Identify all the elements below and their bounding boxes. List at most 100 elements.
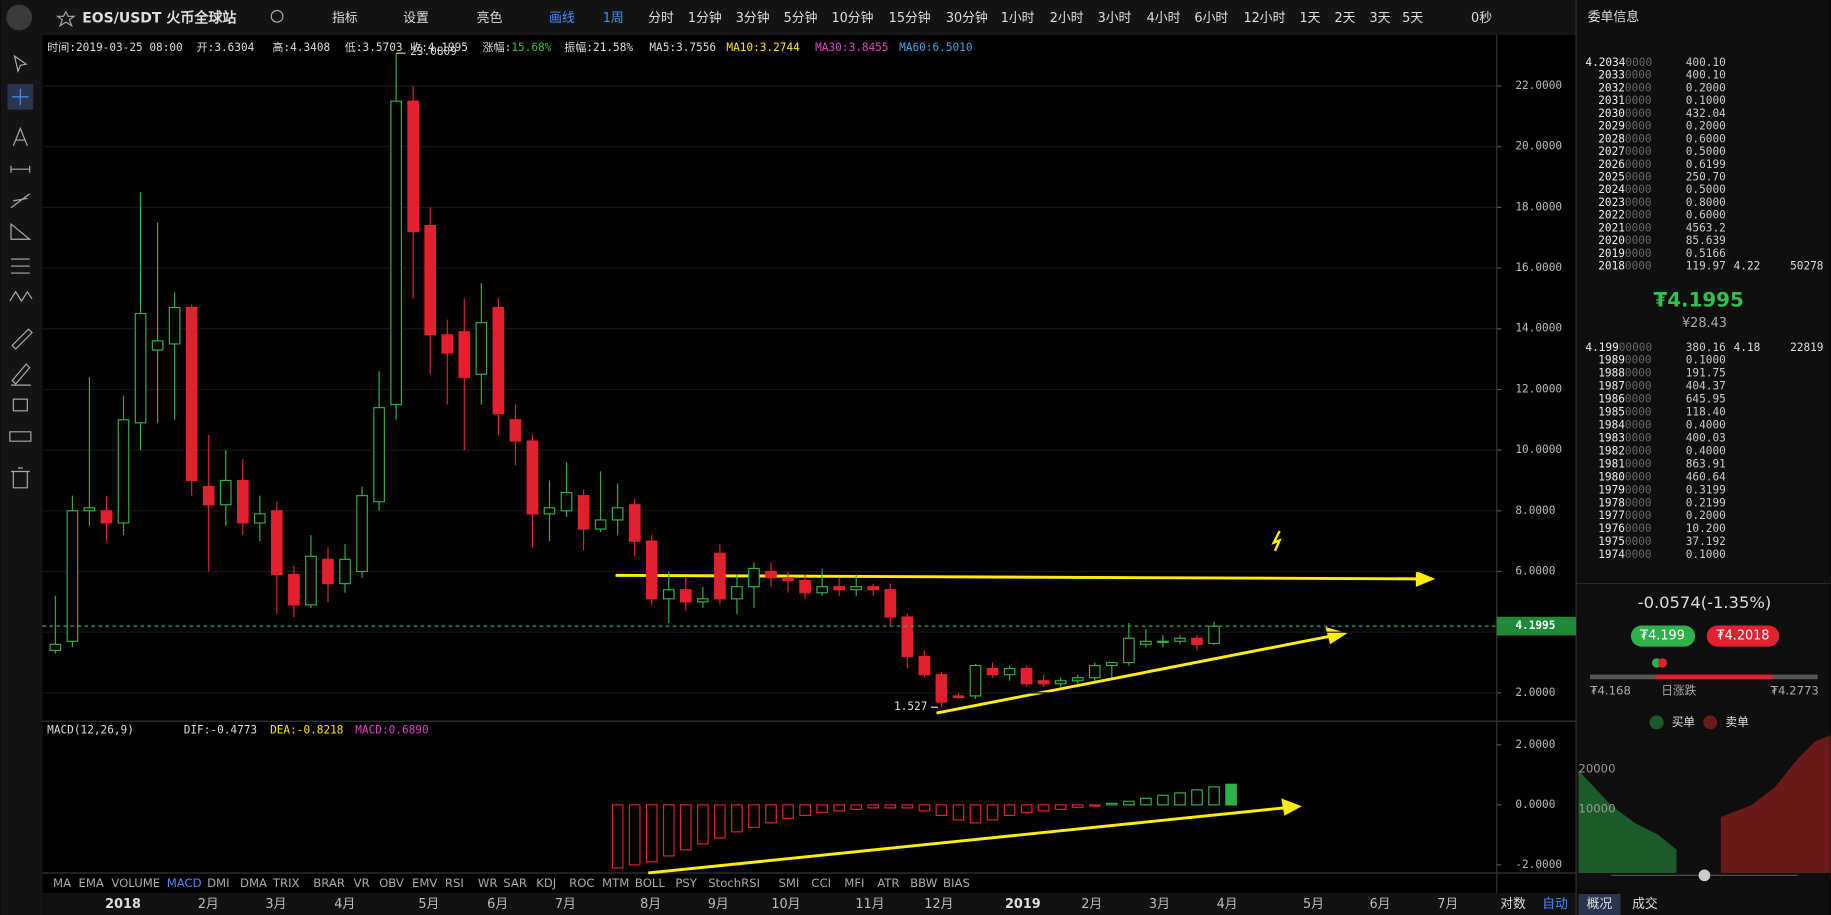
indicator-tab[interactable]: DMA xyxy=(240,876,267,890)
tab[interactable]: 成交 xyxy=(1632,896,1658,912)
indicator-tab[interactable]: EMA xyxy=(78,876,103,890)
search-icon[interactable] xyxy=(270,9,284,23)
period-button[interactable]: 分时 xyxy=(648,11,674,26)
scale-mode[interactable]: 对数 xyxy=(1500,897,1526,912)
indicator-tab[interactable]: ATR xyxy=(877,876,899,890)
fib-tool[interactable] xyxy=(10,222,32,240)
candle-body xyxy=(424,224,437,336)
period-button[interactable]: 4小时 xyxy=(1147,11,1181,26)
zoom-handle[interactable] xyxy=(1698,869,1711,882)
indicator-tab[interactable]: BRAR xyxy=(313,876,345,890)
indicator-tab[interactable]: TRIX xyxy=(272,876,300,890)
indicator-tab[interactable]: MTM xyxy=(602,876,629,890)
indicator-tab[interactable]: CCI xyxy=(811,876,831,890)
lock-tool[interactable] xyxy=(12,398,28,412)
indicator-tab[interactable]: OBV xyxy=(379,876,404,890)
indicator-tab[interactable]: BOLL xyxy=(635,876,665,890)
indicator-tab[interactable]: PSY xyxy=(675,876,697,890)
line-tool[interactable] xyxy=(10,165,31,173)
period-button[interactable]: 1周 xyxy=(603,11,624,26)
scale-mode[interactable]: 自动 xyxy=(1542,897,1568,912)
channel-tool[interactable] xyxy=(10,193,31,209)
period-button[interactable]: 1分钟 xyxy=(688,10,722,26)
wave-tool[interactable] xyxy=(9,290,33,303)
left-toolbar xyxy=(0,35,43,915)
order-price: 19740000 xyxy=(1598,548,1651,561)
tab[interactable]: 概况 xyxy=(1587,897,1613,912)
buy-button[interactable] xyxy=(1630,625,1696,647)
period-button[interactable]: 3分钟 xyxy=(736,10,770,26)
price-tail: 0000 xyxy=(1625,457,1652,470)
period-button[interactable]: 1天 xyxy=(1299,11,1320,26)
candle-body xyxy=(1174,637,1186,642)
indicator-tab[interactable]: MFI xyxy=(844,876,864,890)
order-amount: 119.97 xyxy=(1686,260,1726,273)
order-amount: 191.75 xyxy=(1686,367,1726,380)
measure-tool[interactable] xyxy=(11,328,33,350)
candle-body xyxy=(1157,640,1169,644)
period-button[interactable]: 15分钟 xyxy=(889,10,931,26)
indicator-tab[interactable]: VOLUME xyxy=(111,876,160,890)
text-tool[interactable] xyxy=(12,126,28,147)
candle-body xyxy=(577,495,590,530)
indicator-tab[interactable]: SAR xyxy=(503,876,527,890)
sell-button[interactable] xyxy=(1706,625,1780,647)
order-amount: 0.8000 xyxy=(1686,196,1726,209)
period-button[interactable]: 6小时 xyxy=(1194,11,1228,26)
candle-body xyxy=(543,507,556,515)
cursor-tool[interactable] xyxy=(13,54,28,74)
indicator-tab[interactable]: WR xyxy=(478,876,498,890)
order-price: 19820000 xyxy=(1598,444,1651,457)
indicator-tab[interactable]: MA xyxy=(53,876,71,890)
period-button[interactable]: 3天 xyxy=(1369,11,1390,26)
x-tick-label: 2018 xyxy=(105,897,141,912)
candle-body xyxy=(867,586,880,591)
order-price: 20210000 xyxy=(1598,221,1651,234)
order-price: 19810000 xyxy=(1598,457,1651,470)
order-amount: 37.192 xyxy=(1686,535,1726,548)
period-button[interactable]: 2小时 xyxy=(1050,11,1084,26)
macd-bar xyxy=(1037,804,1050,812)
indicator-tab[interactable]: StochRSI xyxy=(708,876,760,890)
symbol[interactable]: EOS/USDT 火币全球站 xyxy=(82,10,236,27)
toolbar-button[interactable]: 画线 xyxy=(549,11,575,26)
indicator-tab[interactable]: BBW xyxy=(910,876,938,890)
toolbar-button[interactable]: 亮色 xyxy=(477,10,503,26)
indicator-tab[interactable]: EMV xyxy=(412,876,437,890)
indicator-tab[interactable]: VR xyxy=(354,876,370,890)
indicator-tab[interactable]: DMI xyxy=(207,876,229,890)
pen-tool[interactable] xyxy=(11,363,31,386)
indicator-tab[interactable]: SMI xyxy=(778,876,799,890)
period-button[interactable]: 30分钟 xyxy=(946,10,988,26)
period-button[interactable]: 1小时 xyxy=(1001,11,1035,26)
period-button[interactable]: 10分钟 xyxy=(831,10,873,26)
favorite-icon[interactable] xyxy=(55,10,76,28)
x-tick-label: 3月 xyxy=(265,897,286,912)
magnet-tool[interactable] xyxy=(9,431,32,442)
buy-price[interactable]: ₮4.199 xyxy=(1640,629,1685,644)
indicator-tab[interactable]: KDJ xyxy=(536,876,556,890)
period-button[interactable]: 5分钟 xyxy=(784,10,818,26)
macd-bar xyxy=(867,804,880,809)
period-button[interactable]: 2天 xyxy=(1334,11,1355,26)
indicator-tab[interactable]: RSI xyxy=(445,876,464,890)
active-tab[interactable] xyxy=(1578,893,1621,915)
candle-body xyxy=(322,558,334,585)
indicator-tab[interactable]: BIAS xyxy=(943,876,970,890)
period-button[interactable]: 5天 xyxy=(1402,11,1423,26)
gann-tool[interactable] xyxy=(11,258,30,274)
toolbar-button[interactable]: 设置 xyxy=(403,11,429,26)
crosshair-tool[interactable] xyxy=(12,88,29,106)
sell-price[interactable]: ₮4.2018 xyxy=(1716,629,1769,644)
toolbar-button[interactable]: 指标 xyxy=(332,11,358,26)
delete-tool[interactable] xyxy=(11,467,30,489)
period-button[interactable]: 3小时 xyxy=(1098,11,1132,26)
logo[interactable] xyxy=(6,4,33,31)
info-label: 收: xyxy=(410,40,428,54)
period-button[interactable]: 12小时 xyxy=(1243,11,1285,26)
indicator-tab[interactable]: ROC xyxy=(569,876,594,890)
price-head: 2031 xyxy=(1598,94,1625,107)
order-amount: 0.2199 xyxy=(1686,496,1726,509)
price-tail: 0000 xyxy=(1625,247,1652,260)
indicator-tab[interactable]: MACD xyxy=(167,876,202,890)
